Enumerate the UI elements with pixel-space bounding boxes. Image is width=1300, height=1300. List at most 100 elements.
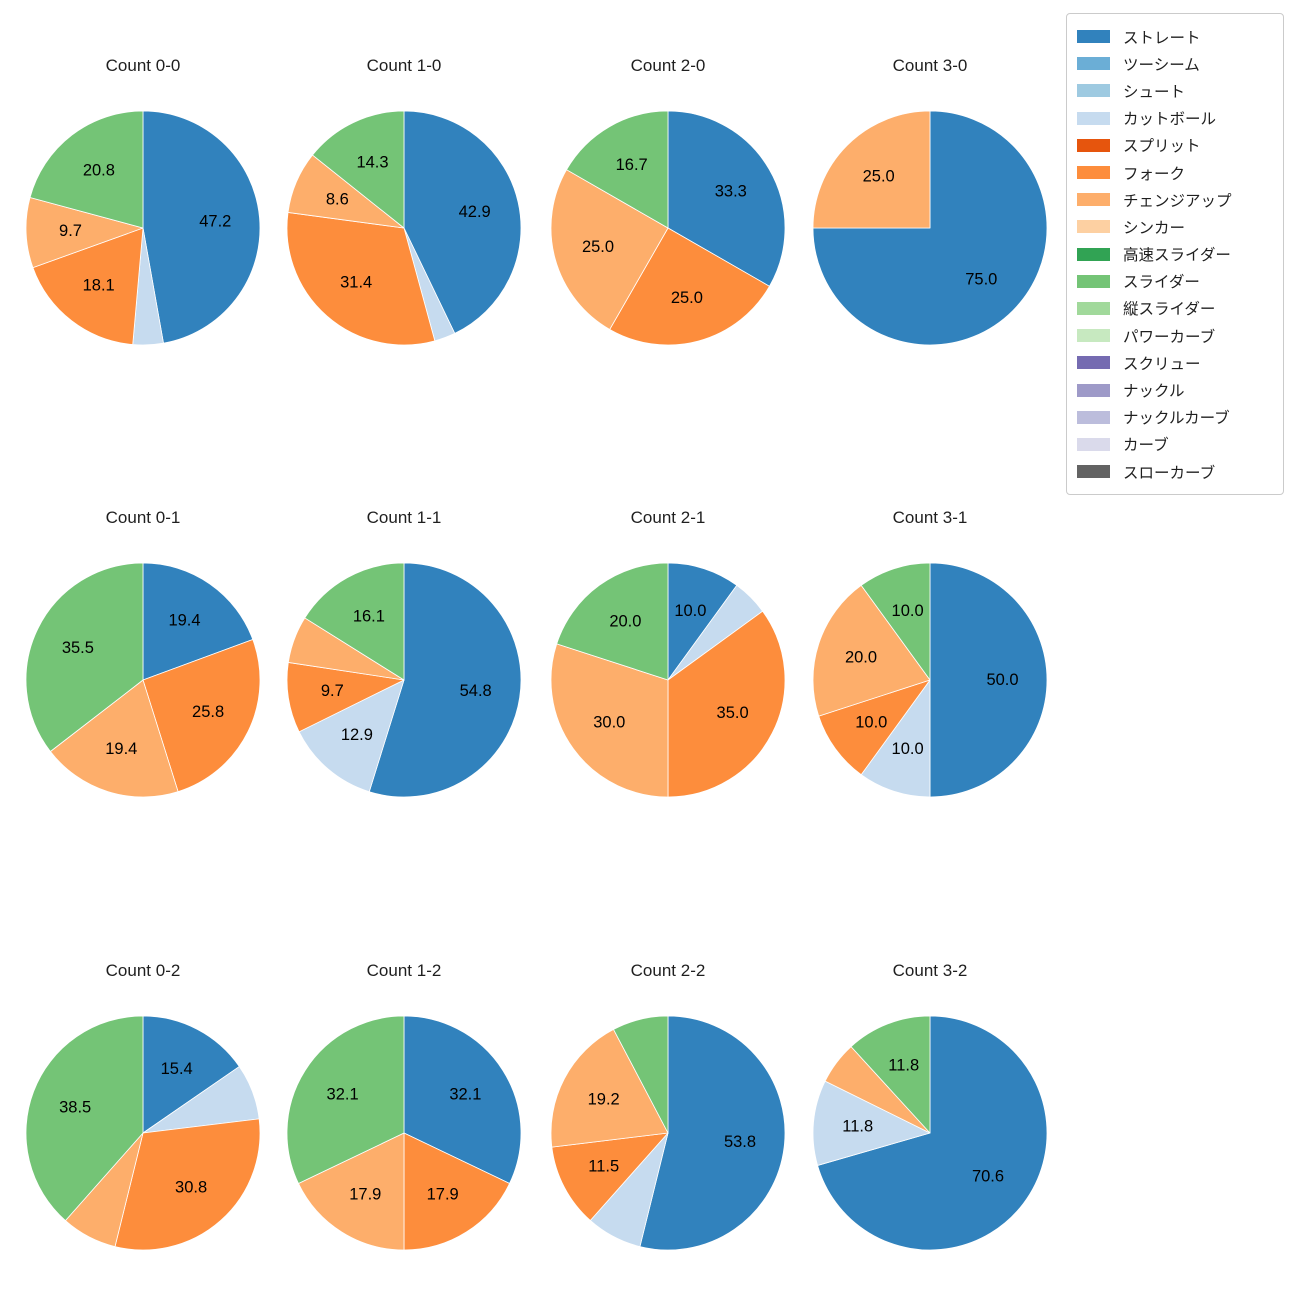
slice-percent-label: 30.0 [593,714,625,732]
pie-slice [142,639,261,793]
pie-slice [551,1132,669,1221]
pie-slice [142,562,254,681]
slice-percent-label: 11.8 [842,1118,873,1136]
slice-percent-label: 19.4 [105,740,137,758]
chart-cell: Count 1-0 42.9 31.4 8.6 14.3 [274,55,534,358]
legend-label: カーブ [1123,437,1169,455]
slice-percent-label: 33.3 [715,183,747,201]
slice-percent-label: 9.7 [321,682,344,700]
slice-percent-label: 20.0 [845,649,877,667]
slice-percent-label: 75.0 [965,270,997,288]
chart-title: Count 3-2 [892,961,968,980]
legend-item: スライダー [1077,268,1273,295]
legend-swatch [1077,356,1110,370]
pie-chart: 15.4 30.8 38.5 [25,1015,261,1251]
slice-percent-label: 20.8 [83,161,115,179]
chart-title: Count 3-0 [892,56,968,75]
legend-swatch [1077,437,1110,451]
slice-percent-label: 30.8 [175,1178,207,1196]
slice-percent-label: 32.1 [449,1085,481,1103]
pie-slice [566,110,669,229]
pie-slice [49,679,179,798]
legend-label: ツーシーム [1123,56,1200,74]
legend-swatch [1077,57,1110,71]
pie-slice [667,562,738,681]
legend-label: ナックル [1123,383,1185,401]
legend-item: スプリット [1077,132,1273,159]
pie-chart: 54.8 12.9 9.7 16.1 [286,562,522,798]
chart-title: Count 1-1 [366,508,442,527]
legend-label: カットボール [1123,111,1217,129]
pie-slice [142,1015,240,1134]
slice-percent-label: 15.4 [161,1060,193,1078]
chart-cell: Count 0-2 15.4 30.8 38.5 [13,960,273,1263]
legend: ストレート ツーシーム シュート カットボール スプリット フォーク チェンジアップ シンカー… [1066,13,1284,496]
chart-cell: Count 3-2 70.6 11.8 11.8 [800,960,1060,1263]
pie-slice [812,110,931,229]
pie-slice [667,610,786,798]
legend-label: シンカー [1123,219,1186,237]
pie-chart: 42.9 31.4 8.6 14.3 [286,110,522,346]
legend-label: ナックルカーブ [1123,410,1230,428]
legend-label: 高速スライダー [1123,247,1231,265]
legend-label: シュート [1123,83,1186,101]
slice-percent-label: 25.0 [582,238,614,256]
pie-slice [312,110,405,229]
chart-cell: Count 3-1 50.0 10.0 10.0 20.0 10.0 [800,507,1060,810]
legend-item: パワーカーブ [1077,322,1273,349]
pie-slice [609,227,770,346]
legend-item: ナックルカーブ [1077,404,1273,431]
legend-swatch [1077,383,1110,397]
legend-label: 縦スライダー [1123,301,1216,319]
slice-percent-label: 10.0 [674,602,706,620]
legend-item: 縦スライダー [1077,295,1273,322]
slice-percent-label: 16.7 [616,156,648,174]
legend-item: シュート [1077,77,1273,104]
pie-slice [860,562,931,681]
pie-slice [817,1015,1048,1251]
legend-swatch [1077,274,1110,288]
legend-swatch [1077,138,1110,152]
pie-slice [403,110,522,334]
slice-percent-label: 18.1 [83,277,115,295]
pie-slice [850,1015,931,1134]
chart-title: Count 2-0 [630,56,706,75]
legend-swatch [1077,301,1110,315]
slice-percent-label: 31.4 [340,274,372,292]
pie-slice [286,1015,405,1184]
slice-percent-label: 17.9 [349,1185,381,1203]
pie-chart: 75.0 25.0 [812,110,1048,346]
pie-slice [812,1080,931,1166]
pie-slice [298,679,405,793]
chart-title: Count 1-0 [366,56,442,75]
pie-slice [368,562,522,798]
legend-label: スローカーブ [1123,464,1216,482]
pie-slice [613,1015,669,1134]
pie-slice [304,562,405,681]
chart-title: Count 2-2 [630,961,706,980]
slice-percent-label: 10.0 [855,714,887,732]
slice-percent-label: 16.1 [353,608,385,626]
chart-cell: Count 1-1 54.8 12.9 9.7 16.1 [274,507,534,810]
pie-slice [114,1118,261,1251]
pie-slice [667,110,786,287]
pie-slice [550,1029,669,1148]
legend-swatch [1077,111,1110,125]
legend-item: カットボール [1077,105,1273,132]
pie-slice [812,110,1048,346]
chart-cell: Count 0-1 19.4 25.8 19.4 35.5 [13,507,273,810]
legend-swatch [1077,193,1110,207]
slice-percent-label: 10.0 [892,602,924,620]
legend-label: スプリット [1123,138,1201,156]
slice-percent-label: 19.4 [168,612,200,630]
pie-slice [818,679,931,776]
chart-title: Count 2-1 [630,508,706,527]
chart-cell: Count 2-0 33.3 25.0 25.0 16.7 [538,55,798,358]
slice-percent-label: 8.6 [326,191,349,209]
slice-percent-label: 25.0 [863,168,895,186]
pie-chart: 50.0 10.0 10.0 20.0 10.0 [812,562,1048,798]
chart-title: Count 3-1 [892,508,968,527]
legend-swatch [1077,247,1110,261]
chart-cell: Count 1-2 32.1 17.9 17.9 32.1 [274,960,534,1263]
legend-item: ストレート [1077,23,1273,50]
